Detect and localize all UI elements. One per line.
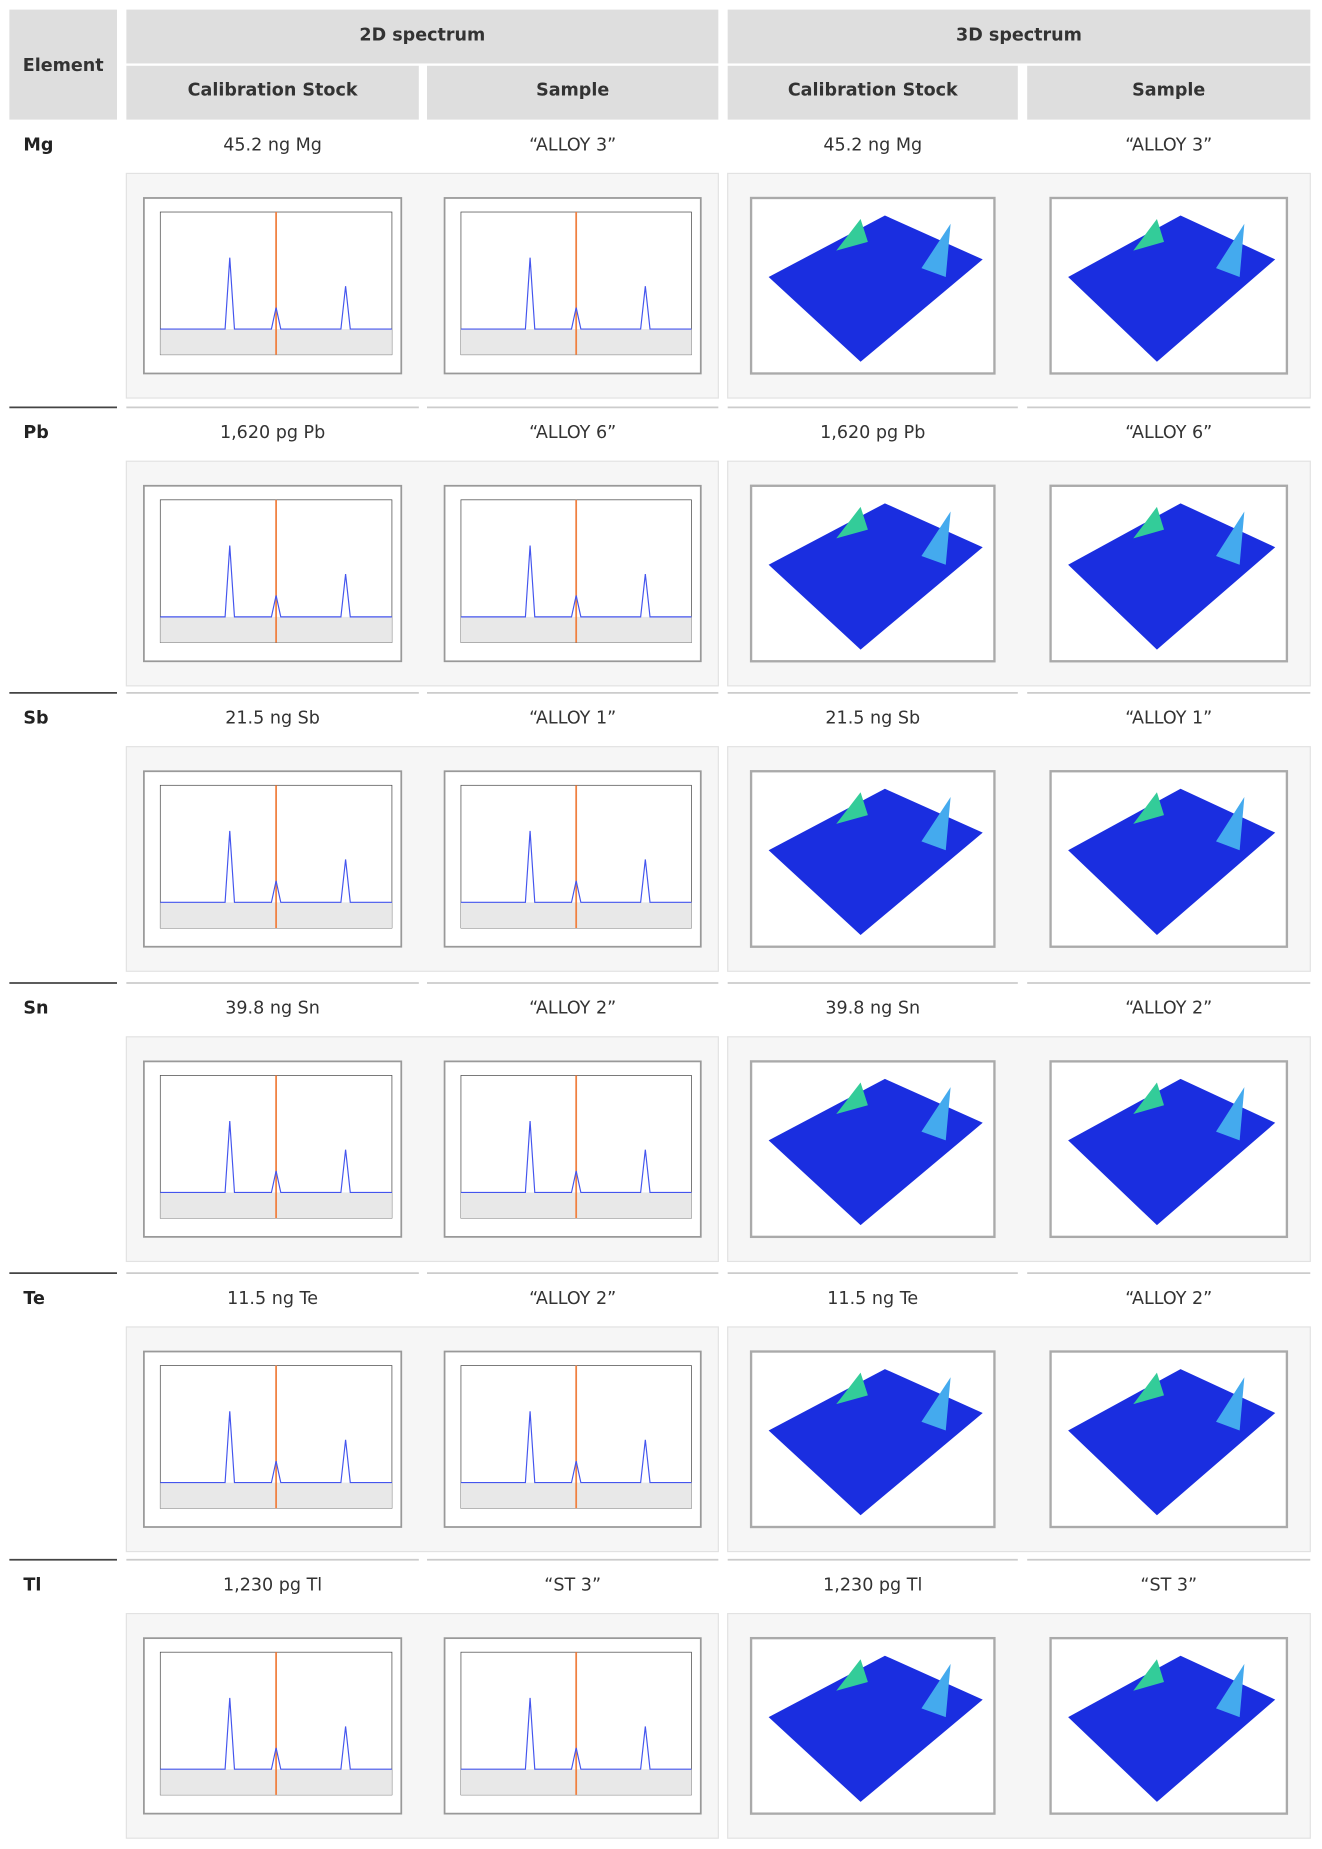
cell-text: “ALLOY 6” [1125, 423, 1212, 443]
cell-text: “ST 3” [1140, 1576, 1197, 1596]
cell-text: “ALLOY 3” [1125, 135, 1212, 155]
cell-text: 1,620 pg Pb [220, 423, 325, 443]
cell-text: “ALLOY 1” [529, 709, 616, 729]
cell-text: 1,230 pg Tl [223, 1576, 322, 1596]
cell-text: “ALLOY 6” [529, 423, 616, 443]
cell-text: “ALLOY 2” [1125, 1289, 1212, 1309]
element-label: Pb [23, 423, 48, 443]
element-label: Mg [23, 135, 53, 155]
header-group: 3D spectrum [956, 25, 1082, 45]
cell-text: 11.5 ng Te [227, 1289, 318, 1309]
cell-text: “ALLOY 1” [1125, 709, 1212, 729]
header-sub: Calibration Stock [188, 80, 358, 100]
spectra-table: Element 2D spectrum 3D spectrum Calibration… [0, 0, 1322, 1849]
cell-text: 39.8 ng Sn [225, 999, 320, 1019]
cell-text: 21.5 ng Sb [825, 709, 920, 729]
header-sub: Calibration Stock [788, 80, 958, 100]
header-group: 2D spectrum [359, 25, 485, 45]
header-sub: Sample [1132, 80, 1205, 100]
cell-text: “ALLOY 2” [1125, 999, 1212, 1019]
cell-text: “ALLOY 2” [529, 999, 616, 1019]
element-label: Sb [23, 709, 48, 729]
cell-text: 1,620 pg Pb [820, 423, 925, 443]
header-sub: Sample [536, 80, 609, 100]
element-label: Te [23, 1289, 45, 1309]
cell-text: 1,230 pg Tl [823, 1576, 922, 1596]
header-element: Element [23, 56, 104, 76]
cell-text: 11.5 ng Te [827, 1289, 918, 1309]
cell-text: 45.2 ng Mg [823, 135, 922, 155]
cell-text: “ALLOY 2” [529, 1289, 616, 1309]
cell-text: 39.8 ng Sn [825, 999, 920, 1019]
cell-text: “ST 3” [544, 1576, 601, 1596]
cell-text: 45.2 ng Mg [223, 135, 322, 155]
element-label: Sn [23, 999, 48, 1019]
element-label: Tl [23, 1576, 41, 1596]
cell-text: “ALLOY 3” [529, 135, 616, 155]
page: Element 2D spectrum 3D spectrum Calibration… [0, 0, 1322, 1849]
cell-text: 21.5 ng Sb [225, 709, 320, 729]
